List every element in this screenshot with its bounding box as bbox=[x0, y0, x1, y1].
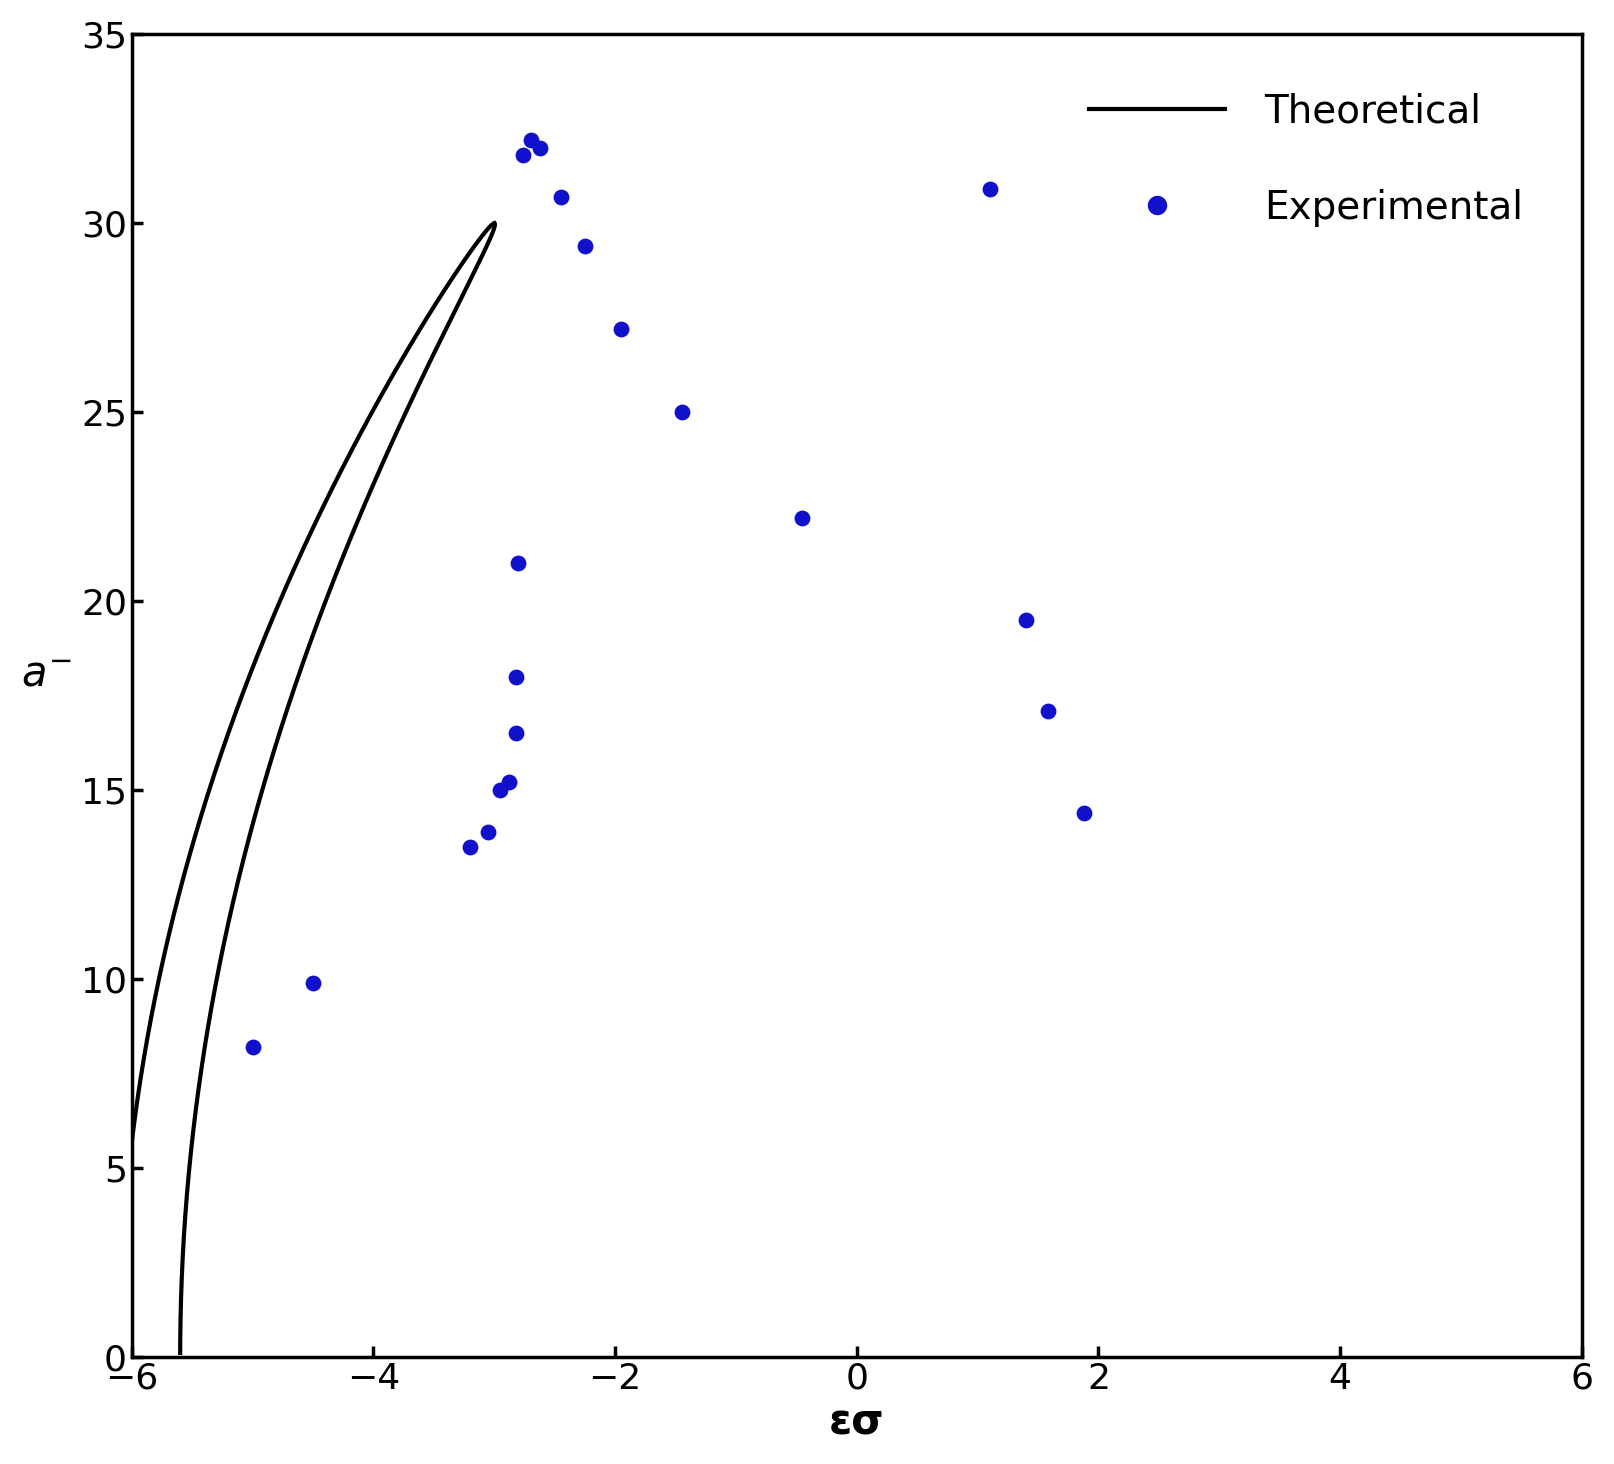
Point bbox=[547, 184, 573, 208]
Point bbox=[240, 1035, 266, 1058]
Point bbox=[976, 177, 1002, 201]
Point bbox=[504, 665, 529, 688]
Point bbox=[487, 779, 513, 802]
Point bbox=[789, 507, 815, 530]
Y-axis label: $a^{-}$: $a^{-}$ bbox=[21, 653, 71, 695]
Point bbox=[505, 552, 531, 575]
Legend: Theoretical, Experimental: Theoretical, Experimental bbox=[1051, 54, 1562, 266]
X-axis label: εσ: εσ bbox=[830, 1401, 884, 1444]
Point bbox=[300, 971, 326, 994]
Point bbox=[1014, 608, 1039, 631]
Point bbox=[571, 234, 597, 258]
Point bbox=[528, 136, 554, 160]
Point bbox=[1035, 698, 1060, 722]
Point bbox=[457, 834, 483, 858]
Point bbox=[476, 820, 502, 843]
Point bbox=[495, 770, 521, 793]
Point bbox=[510, 143, 536, 167]
Point bbox=[518, 129, 544, 152]
Point bbox=[1072, 801, 1098, 824]
Point bbox=[504, 722, 529, 745]
Point bbox=[608, 318, 634, 341]
Point bbox=[668, 401, 694, 425]
